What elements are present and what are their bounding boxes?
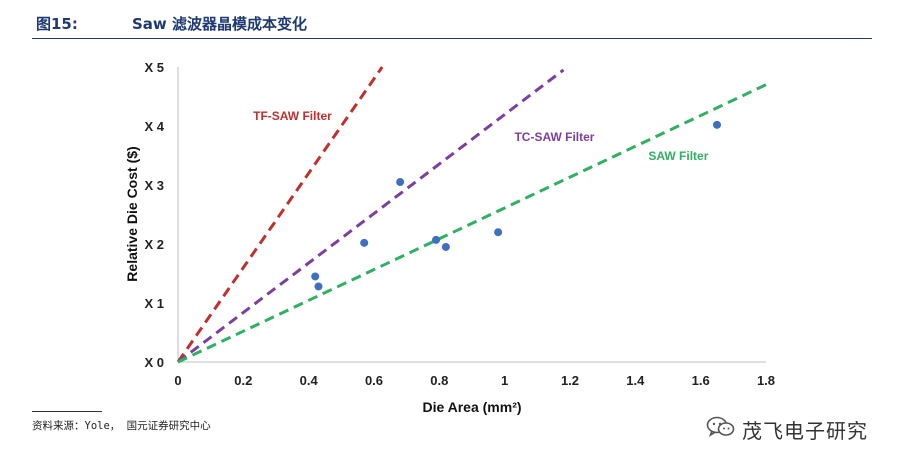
line-label-2: TC-SAW Filter bbox=[514, 130, 594, 144]
x-tick-label: 1 bbox=[501, 373, 508, 388]
line-label-3: SAW Filter bbox=[648, 149, 708, 163]
trend-line-saw-filter bbox=[177, 83, 767, 364]
y-tick-labels: X 0 X 1 X 2 X 3 X 4 X 5 bbox=[144, 60, 164, 370]
trend-line-tc-saw-filter bbox=[177, 68, 565, 364]
watermark-text: 茂飞电子研究 bbox=[742, 418, 868, 443]
data-point-5 bbox=[432, 235, 441, 244]
data-point-8 bbox=[713, 120, 721, 129]
trend-lines bbox=[176, 66, 767, 364]
x-tick-label: 1.6 bbox=[692, 373, 710, 388]
data-point-4 bbox=[396, 178, 405, 187]
figure-header: 图15: Saw 滤波器晶模成本变化 bbox=[32, 8, 872, 39]
data-point-7 bbox=[494, 228, 503, 237]
watermark: 茂飞电子研究 bbox=[706, 414, 868, 444]
source-rule bbox=[32, 411, 102, 412]
y-tick-label: X 0 bbox=[144, 355, 164, 370]
figure-title: Saw 滤波器晶模成本变化 bbox=[132, 15, 308, 33]
figure-number: 图15: bbox=[36, 15, 78, 33]
line-annotations: TF-SAW Filter TC-SAW Filter SAW Filter bbox=[253, 109, 709, 163]
x-tick-label: 0.6 bbox=[365, 373, 383, 388]
data-point-3 bbox=[360, 238, 369, 247]
line-label-1: TF-SAW Filter bbox=[253, 109, 332, 123]
data-point-1 bbox=[311, 272, 320, 281]
x-tick-labels: 0 0.2 0.4 0.6 0.8 1 1.2 1.4 1.6 1.8 bbox=[174, 373, 775, 388]
source-note: 资料来源：Yole， 国元证券研究中心 bbox=[32, 420, 211, 432]
x-tick-label: 0.2 bbox=[234, 373, 252, 388]
y-tick-label: X 4 bbox=[144, 119, 164, 134]
data-points bbox=[311, 120, 721, 291]
x-tick-label: 0.8 bbox=[430, 373, 448, 388]
y-tick-label: X 3 bbox=[144, 178, 164, 193]
data-point-6 bbox=[441, 242, 450, 251]
y-axis-title: Relative Die Cost ($) bbox=[124, 146, 140, 281]
y-tick-label: X 5 bbox=[144, 60, 164, 75]
y-tick-label: X 2 bbox=[144, 237, 164, 252]
y-tick-label: X 1 bbox=[144, 296, 164, 311]
x-tick-label: 0.4 bbox=[300, 373, 319, 388]
x-axis-title: Die Area (mm²) bbox=[422, 399, 521, 415]
data-point-2 bbox=[314, 282, 323, 291]
x-tick-label: 1.2 bbox=[561, 373, 579, 388]
wechat-icon bbox=[706, 415, 736, 443]
x-tick-label: 1.4 bbox=[626, 373, 645, 388]
x-tick-label: 0 bbox=[174, 373, 181, 388]
trend-line-tf-saw-filter bbox=[176, 66, 384, 363]
x-tick-label: 1.8 bbox=[757, 373, 775, 388]
